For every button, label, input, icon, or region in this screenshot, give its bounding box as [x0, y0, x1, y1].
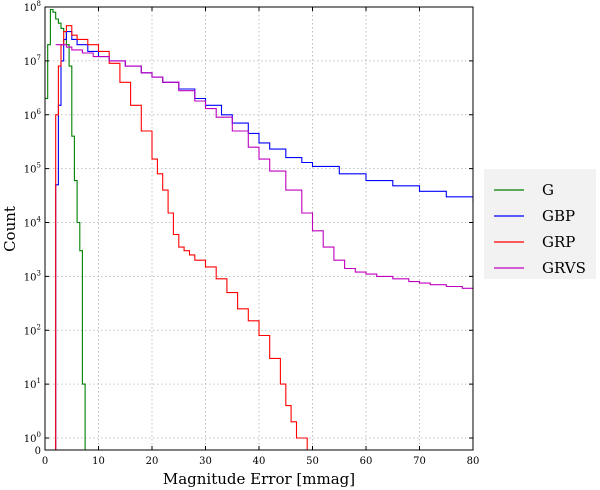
y-tick-label-1: 100: [24, 431, 41, 445]
legend-label-grvs: GRVS: [542, 259, 586, 277]
x-tick-label-0: 0: [42, 456, 48, 467]
series-line-grvs: [55, 44, 473, 290]
plot-series-group: [45, 8, 473, 450]
legend: G GBP GRP GRVS: [484, 169, 596, 279]
legend-label-grp: GRP: [542, 233, 575, 251]
y-tick-label-1000000: 106: [24, 108, 42, 122]
y-tick-label-100000: 105: [24, 162, 41, 176]
x-tick-label-80: 80: [467, 456, 480, 467]
grid: [45, 7, 473, 450]
y-tick-label-0: 0: [35, 446, 41, 457]
legend-box: [484, 169, 596, 279]
legend-label-gbp: GBP: [542, 207, 575, 225]
x-tick-label-40: 40: [253, 456, 266, 467]
x-tick-label-10: 10: [92, 456, 105, 467]
x-tick-label-60: 60: [360, 456, 373, 467]
series-line-g: [45, 8, 473, 450]
series-line-gbp: [45, 31, 473, 450]
x-tick-label-70: 70: [413, 456, 426, 467]
x-tick-label-30: 30: [199, 456, 212, 467]
y-tick-label-1000: 103: [24, 269, 41, 283]
series-line-grp: [45, 25, 313, 450]
y-tick-label-10000000: 107: [24, 54, 41, 68]
y-tick-label-100000000: 108: [24, 0, 41, 14]
legend-label-g: G: [542, 181, 554, 199]
y-tick-label-10000: 104: [24, 216, 42, 230]
x-axis-label: Magnitude Error [mmag]: [163, 470, 355, 488]
y-tick-label-100: 102: [24, 323, 41, 337]
x-tick-label-20: 20: [146, 456, 159, 467]
y-axis-label: Count: [1, 206, 19, 252]
ticks: [44, 6, 474, 451]
y-tick-label-10: 101: [24, 377, 41, 391]
x-tick-label-50: 50: [306, 456, 319, 467]
